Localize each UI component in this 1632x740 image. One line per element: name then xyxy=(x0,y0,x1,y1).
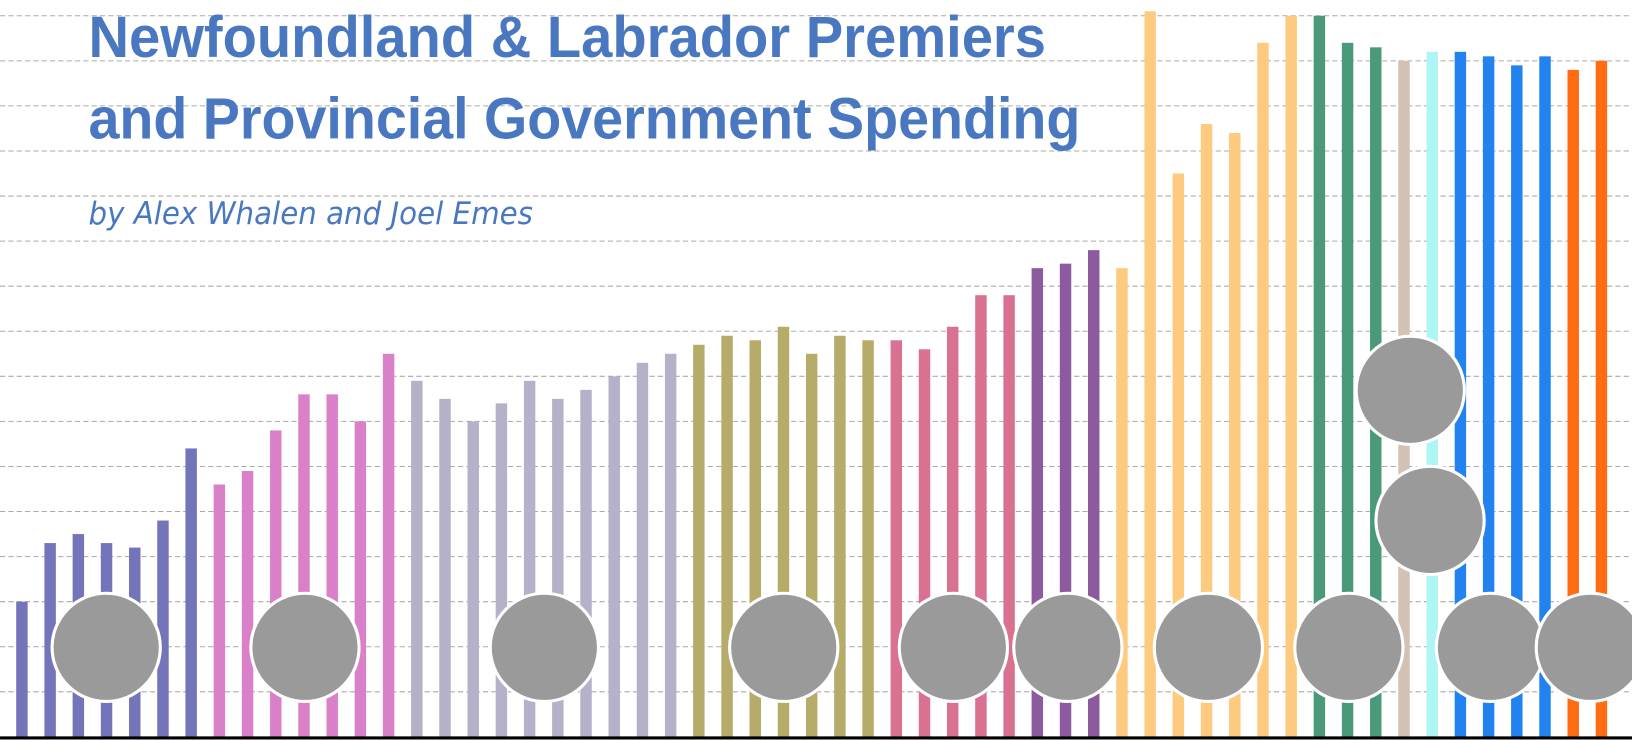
bar xyxy=(693,344,705,737)
chart-subtitle: by Alex Whalen and Joel Emes xyxy=(88,196,532,232)
bar xyxy=(975,295,987,737)
photo xyxy=(1293,591,1405,704)
photo xyxy=(50,591,162,704)
photo xyxy=(488,591,601,704)
bar xyxy=(1172,173,1185,737)
bar xyxy=(664,353,677,737)
bar xyxy=(382,353,395,737)
bar xyxy=(495,403,508,737)
bar xyxy=(326,394,338,737)
bar xyxy=(777,326,790,737)
bar xyxy=(1059,263,1072,737)
photo xyxy=(728,591,840,704)
bar xyxy=(1482,56,1495,737)
bar xyxy=(608,376,620,737)
bar xyxy=(805,353,818,737)
chart-title: and Provincial Government Spending xyxy=(88,86,1080,151)
bar xyxy=(1144,11,1156,737)
bar xyxy=(1116,268,1128,737)
chart-title: Newfoundland & Labrador Premiers xyxy=(88,5,1046,70)
bar xyxy=(749,340,761,737)
bar xyxy=(1031,268,1044,737)
bar xyxy=(439,398,451,737)
bar xyxy=(1285,15,1297,737)
photo xyxy=(1152,591,1265,704)
bar xyxy=(467,421,479,737)
bar xyxy=(1539,56,1551,737)
bar xyxy=(1088,250,1100,737)
bar xyxy=(157,520,169,737)
bar xyxy=(862,340,874,737)
bar xyxy=(523,380,536,737)
photo xyxy=(1534,591,1632,704)
bar xyxy=(411,380,423,737)
bar xyxy=(1313,15,1326,737)
photo xyxy=(249,591,361,704)
bar xyxy=(1229,132,1241,737)
bar xyxy=(241,470,254,737)
bar xyxy=(354,421,367,737)
bar xyxy=(270,430,282,737)
bar xyxy=(1003,295,1015,737)
bar xyxy=(1595,60,1608,737)
bar xyxy=(636,362,649,737)
bar xyxy=(1567,69,1579,737)
bars xyxy=(16,11,1608,737)
bar xyxy=(890,340,903,737)
bar xyxy=(16,601,28,737)
bar xyxy=(946,326,959,737)
photo xyxy=(1374,464,1486,577)
photo xyxy=(1434,591,1547,704)
bar xyxy=(721,335,733,737)
bar xyxy=(834,335,846,737)
bar xyxy=(918,349,931,737)
photo xyxy=(897,591,1010,704)
premier-photos xyxy=(50,334,1632,704)
bar xyxy=(1257,42,1269,737)
bar xyxy=(1341,42,1354,737)
bar xyxy=(44,543,56,737)
bar xyxy=(185,448,197,737)
bar xyxy=(1511,65,1523,737)
photo xyxy=(1354,334,1466,446)
bar xyxy=(552,398,564,737)
bar xyxy=(213,484,226,737)
bar xyxy=(1200,123,1213,737)
bar xyxy=(298,394,310,737)
bar xyxy=(580,389,592,737)
photo xyxy=(1012,591,1124,704)
